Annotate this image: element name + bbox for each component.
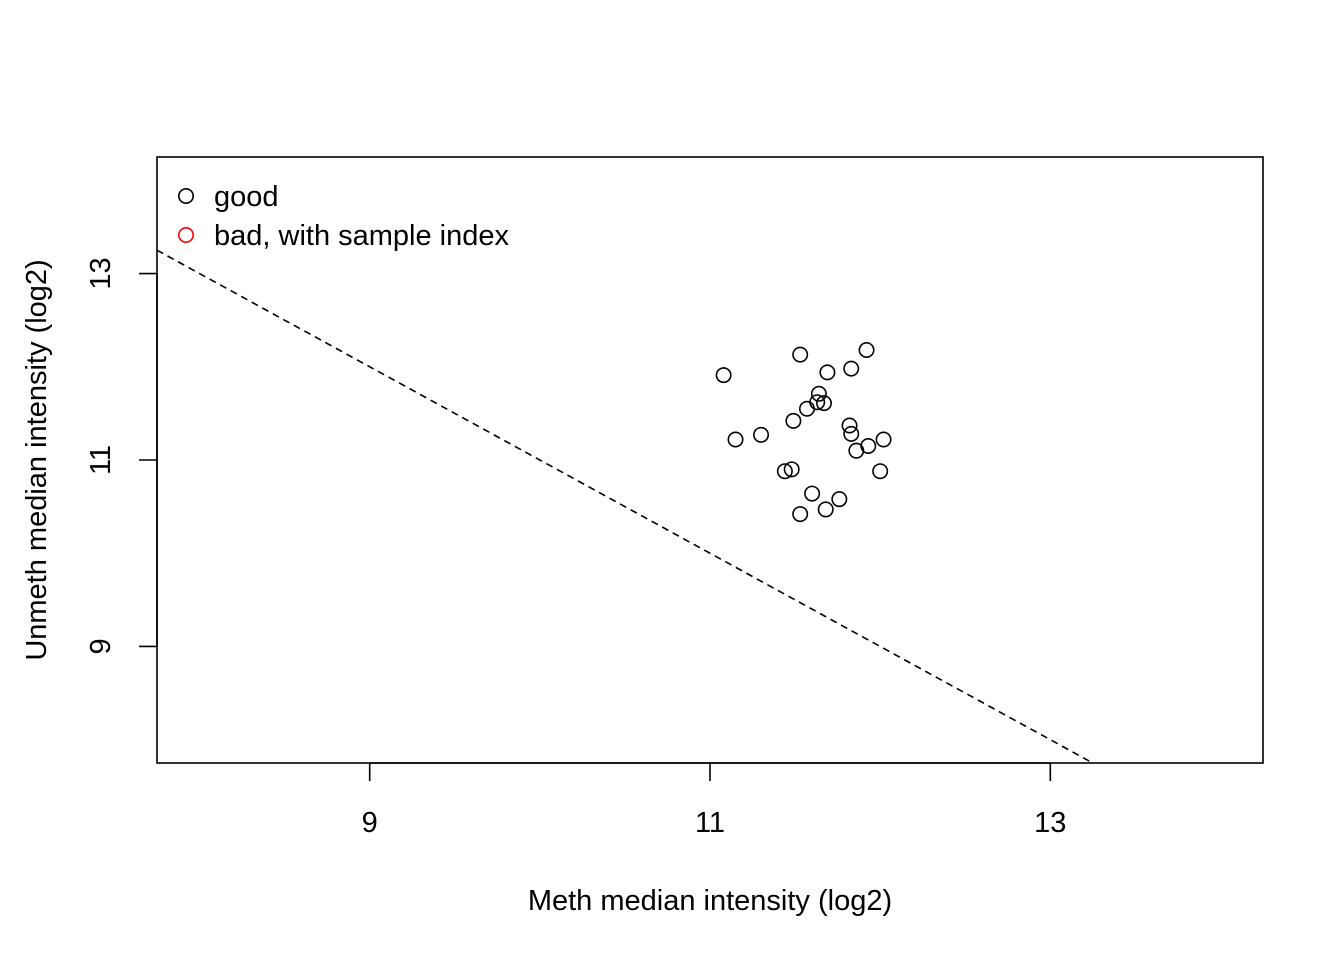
legend-marker	[178, 188, 195, 205]
data-point	[848, 442, 865, 459]
data-point	[817, 501, 834, 518]
x-tick-label: 9	[362, 807, 378, 839]
y-tick-label: 9	[85, 638, 117, 654]
data-point	[715, 367, 732, 384]
data-point	[831, 491, 848, 508]
data-point	[798, 400, 815, 417]
y-axis-label: Unmeth median intensity (log2)	[21, 259, 53, 660]
data-point	[783, 461, 800, 478]
data-point	[843, 425, 860, 442]
y-tick-label: 13	[85, 257, 117, 289]
x-tick-label: 13	[1034, 807, 1066, 839]
data-point	[792, 506, 809, 523]
x-axis-label: Meth median intensity (log2)	[528, 885, 892, 917]
data-point	[819, 364, 836, 381]
data-point	[872, 463, 889, 480]
data-point	[804, 485, 821, 502]
axes-layer: 9 11 13 9 11 13	[85, 257, 1066, 839]
data-point	[792, 346, 809, 363]
legend-label: bad, with sample index	[214, 220, 509, 252]
data-point	[785, 412, 802, 429]
x-tick-label: 11	[695, 807, 725, 839]
data-point	[816, 395, 833, 412]
data-point	[858, 341, 875, 358]
legend: good bad, with sample index	[178, 181, 509, 252]
data-point	[841, 417, 858, 434]
cutoff-line	[157, 249, 1095, 763]
data-point	[727, 431, 744, 448]
y-tick-label: 11	[85, 445, 117, 475]
data-point	[810, 385, 827, 402]
data-point	[843, 360, 860, 377]
data-point	[875, 431, 892, 448]
marks-layer	[157, 249, 1095, 763]
data-point	[776, 463, 793, 480]
data-point	[753, 426, 770, 443]
legend-marker	[178, 227, 195, 244]
legend-label: good	[214, 181, 279, 213]
